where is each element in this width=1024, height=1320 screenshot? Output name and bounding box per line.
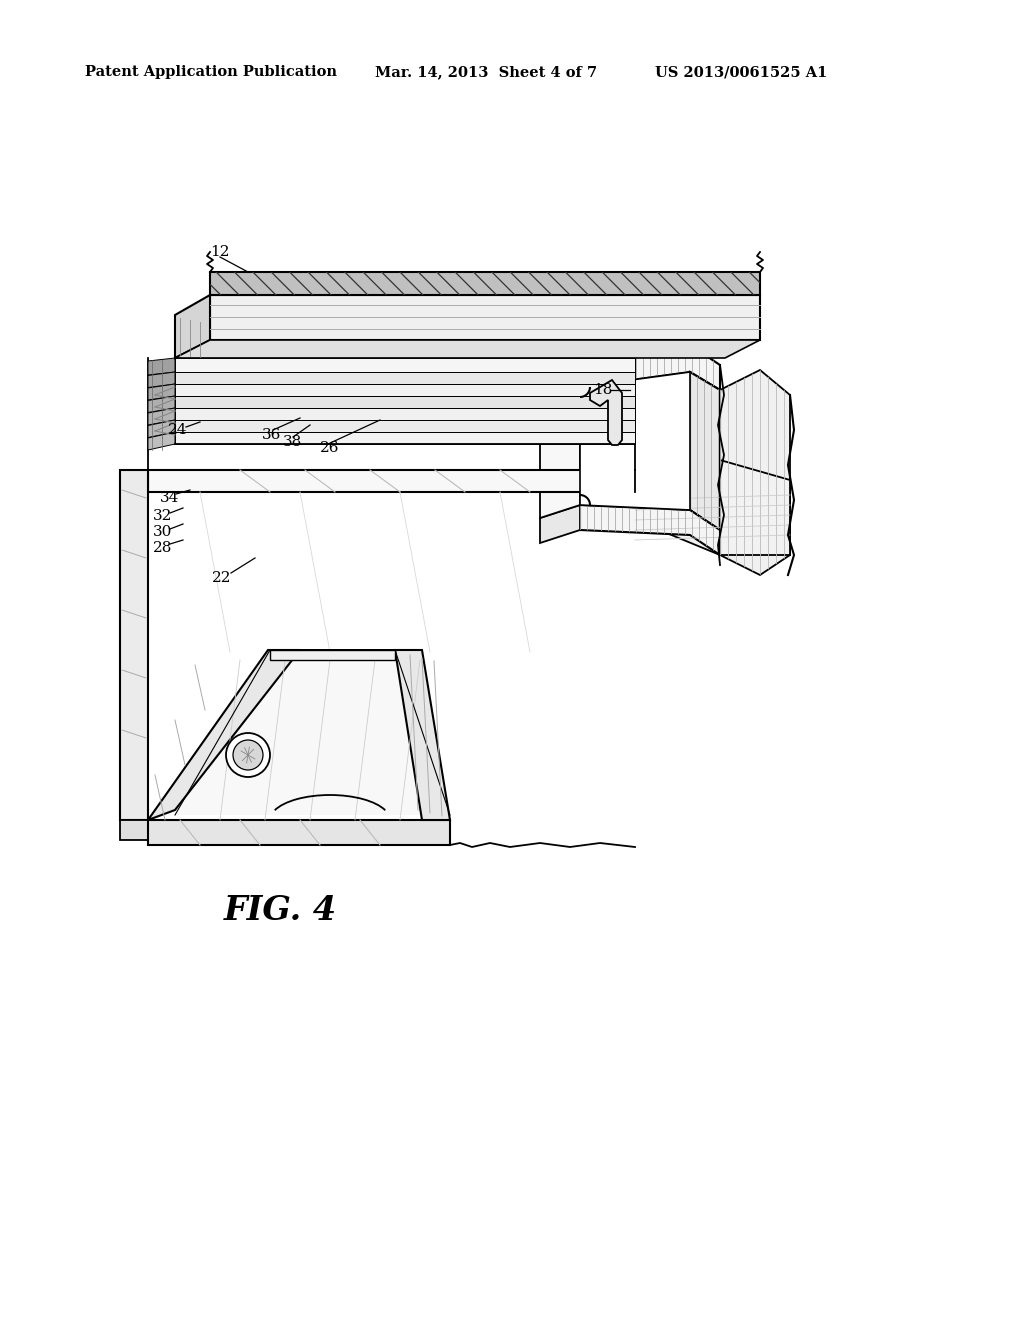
Polygon shape <box>148 649 300 820</box>
Text: 22: 22 <box>212 572 231 585</box>
Polygon shape <box>148 432 175 450</box>
Text: 34: 34 <box>161 491 179 506</box>
Text: 32: 32 <box>154 510 173 523</box>
Polygon shape <box>175 396 635 408</box>
Polygon shape <box>210 294 760 341</box>
Text: 28: 28 <box>154 541 173 554</box>
Text: 36: 36 <box>262 428 282 442</box>
Polygon shape <box>540 387 580 517</box>
Polygon shape <box>690 372 720 531</box>
Polygon shape <box>175 341 760 358</box>
Text: FIG. 4: FIG. 4 <box>223 894 337 927</box>
Polygon shape <box>148 384 175 400</box>
Text: 24: 24 <box>168 422 187 437</box>
Polygon shape <box>175 420 635 432</box>
Text: US 2013/0061525 A1: US 2013/0061525 A1 <box>655 65 827 79</box>
Circle shape <box>226 733 270 777</box>
Polygon shape <box>580 345 720 389</box>
Text: 30: 30 <box>154 525 173 539</box>
Polygon shape <box>175 432 635 444</box>
Polygon shape <box>540 506 580 543</box>
Circle shape <box>233 741 263 770</box>
Polygon shape <box>148 408 175 425</box>
Polygon shape <box>590 380 622 445</box>
Polygon shape <box>175 372 635 384</box>
Polygon shape <box>175 294 210 358</box>
Polygon shape <box>148 372 175 388</box>
Text: 38: 38 <box>284 436 303 449</box>
Polygon shape <box>120 820 148 840</box>
Polygon shape <box>720 370 790 576</box>
Text: 12: 12 <box>210 246 229 259</box>
Polygon shape <box>580 372 690 510</box>
Polygon shape <box>540 360 580 399</box>
Polygon shape <box>148 470 635 492</box>
Polygon shape <box>210 272 760 294</box>
Polygon shape <box>175 408 635 420</box>
Polygon shape <box>148 396 175 412</box>
Text: 18: 18 <box>593 383 612 397</box>
Polygon shape <box>175 384 635 396</box>
Polygon shape <box>635 459 790 554</box>
Polygon shape <box>175 358 635 372</box>
Text: Mar. 14, 2013  Sheet 4 of 7: Mar. 14, 2013 Sheet 4 of 7 <box>375 65 597 79</box>
Polygon shape <box>148 358 175 375</box>
Polygon shape <box>580 506 720 554</box>
Polygon shape <box>148 820 450 845</box>
Polygon shape <box>120 470 148 820</box>
Polygon shape <box>270 649 395 660</box>
Text: Patent Application Publication: Patent Application Publication <box>85 65 337 79</box>
Polygon shape <box>148 420 175 437</box>
Polygon shape <box>175 655 450 814</box>
Polygon shape <box>395 649 450 820</box>
Text: 26: 26 <box>321 441 340 455</box>
